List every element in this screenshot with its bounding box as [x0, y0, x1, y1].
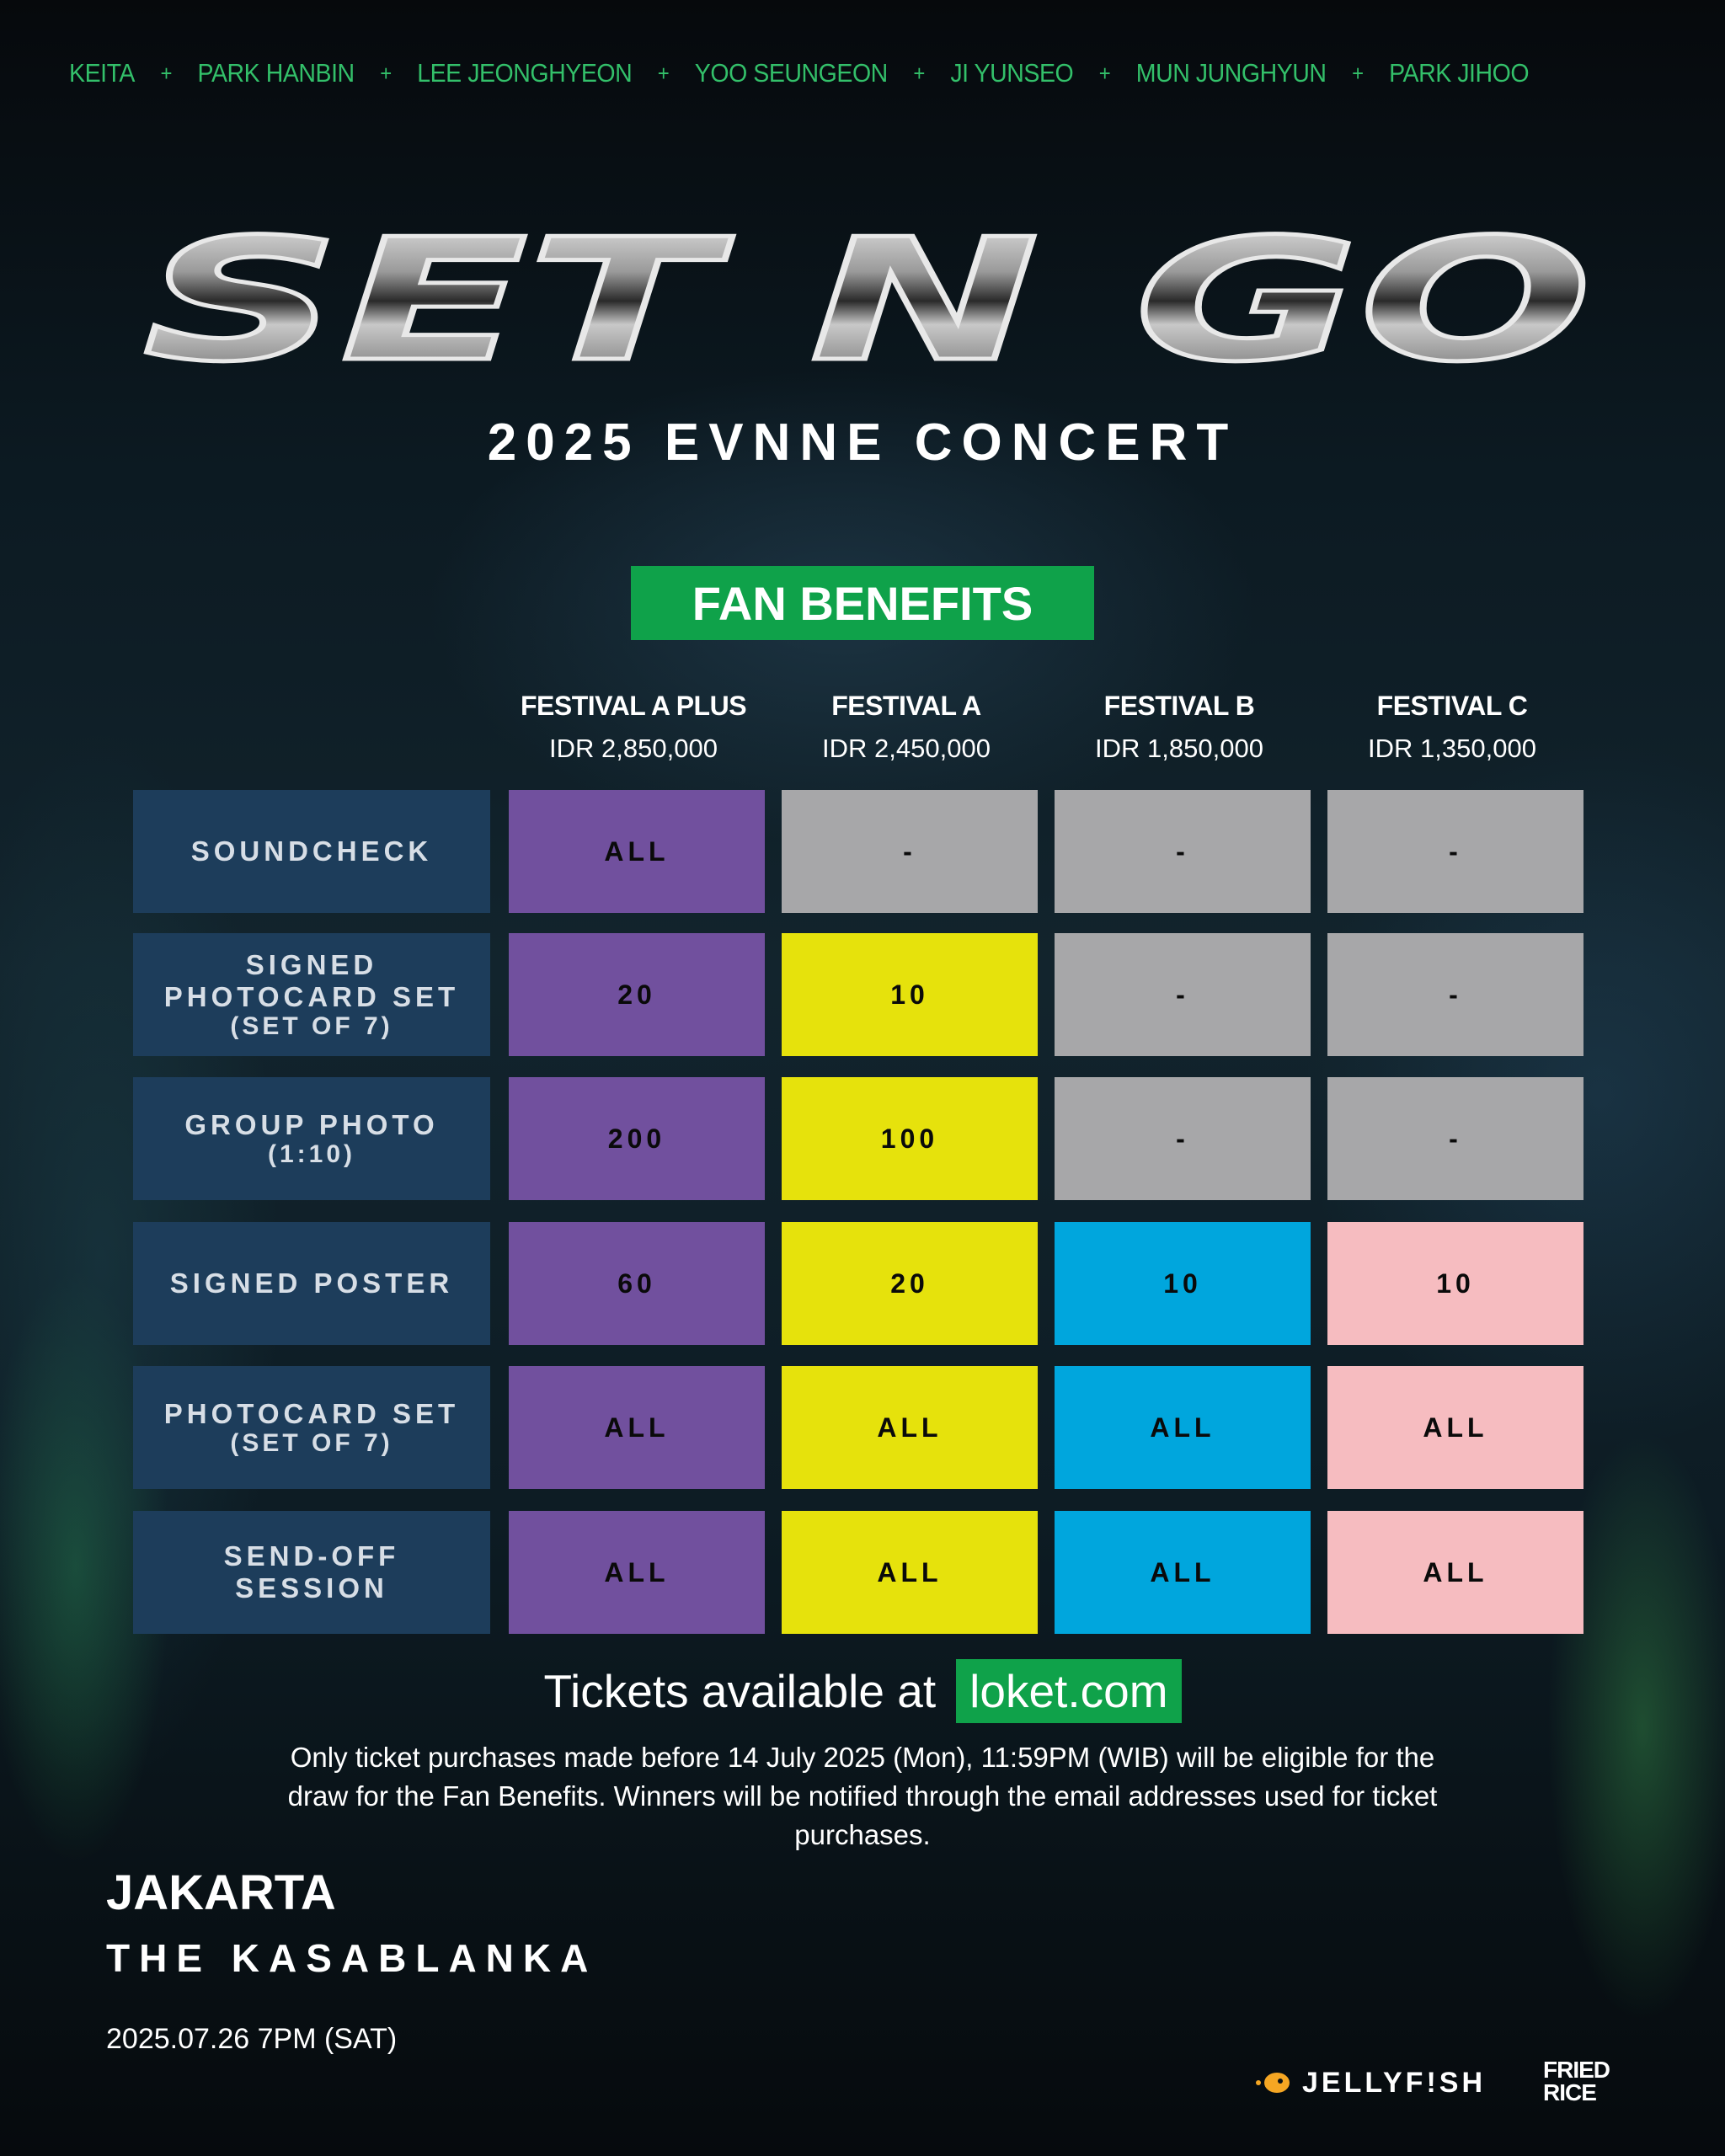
- benefit-cell: ALL: [509, 1366, 765, 1489]
- logo-text: SET N GO: [143, 211, 1592, 387]
- benefit-sublabel: (SET OF 7): [230, 1012, 393, 1040]
- benefit-row: PHOTOCARD SET (SET OF 7) ALL ALL ALL ALL: [133, 1366, 1583, 1489]
- tier-header: FESTIVAL B IDR 1,850,000: [1051, 691, 1307, 764]
- benefit-cell: -: [1327, 1077, 1583, 1200]
- benefit-cell: ALL: [1327, 1511, 1583, 1634]
- benefit-cell: 10: [782, 933, 1038, 1056]
- benefit-cell: 20: [782, 1222, 1038, 1345]
- benefit-cell: ALL: [1055, 1511, 1311, 1634]
- benefit-row: SEND-OFF SESSION ALL ALL ALL ALL: [133, 1511, 1583, 1634]
- benefit-cell: 200: [509, 1077, 765, 1200]
- benefit-label: SEND-OFF SESSION: [133, 1511, 490, 1634]
- benefit-cell: -: [782, 790, 1038, 913]
- eligibility-note: Only ticket purchases made before 14 Jul…: [287, 1742, 1438, 1850]
- member-list: KEITA + PARK HANBIN + LEE JEONGHYEON + YOO SEU…: [69, 52, 1530, 94]
- tier-header: FESTIVAL A IDR 2,450,000: [778, 691, 1034, 764]
- ticket-site-link[interactable]: loket.com: [956, 1659, 1182, 1723]
- tier-name: FESTIVAL B: [1103, 691, 1255, 721]
- benefit-cell: ALL: [782, 1366, 1038, 1489]
- tier-price: IDR 2,850,000: [549, 734, 718, 763]
- benefit-cell: 20: [509, 933, 765, 1056]
- tier-price: IDR 1,350,000: [1368, 734, 1536, 763]
- benefit-cell: -: [1055, 790, 1311, 913]
- member-name: LEE JEONGHYEON: [417, 58, 633, 88]
- benefit-cell: ALL: [1327, 1366, 1583, 1489]
- benefit-cell: ALL: [782, 1511, 1038, 1634]
- tier-price: IDR 2,450,000: [822, 734, 991, 763]
- tier-header: FESTIVAL C IDR 1,350,000: [1324, 691, 1580, 764]
- fried-rice-line1: FRIED: [1543, 2057, 1610, 2083]
- jellyfish-logo: JELLYF!SH: [1255, 2062, 1486, 2104]
- venue: THE KASABLANKA: [106, 1936, 598, 1980]
- member-name: YOO SEUNGEON: [694, 58, 888, 88]
- benefit-label: GROUP PHOTO (1:10): [133, 1077, 490, 1200]
- benefit-cell: -: [1055, 1077, 1311, 1200]
- tickets-prefix: Tickets available at: [543, 1665, 937, 1717]
- plus-separator: +: [657, 60, 670, 86]
- benefit-label-line: PHOTOCARD SET: [163, 981, 460, 1012]
- jellyfish-logo-icon: [1256, 2073, 1290, 2093]
- concert-title: 2025 EVNNE CONCERT: [487, 414, 1238, 472]
- benefit-cell: ALL: [1055, 1366, 1311, 1489]
- plus-separator: +: [913, 60, 925, 86]
- benefit-label: PHOTOCARD SET (SET OF 7): [133, 1366, 490, 1489]
- fan-benefits-badge: FAN BENEFITS: [631, 566, 1094, 640]
- benefit-cell: 10: [1327, 1222, 1583, 1345]
- member-name: PARK HANBIN: [197, 58, 355, 88]
- benefit-label-line: SEND-OFF: [223, 1540, 400, 1572]
- set-n-go-logo: SET N GO: [142, 211, 1594, 387]
- benefit-label-line: SESSION: [235, 1572, 388, 1604]
- benefit-label-line: GROUP PHOTO: [184, 1109, 439, 1140]
- benefit-label-line: PHOTOCARD SET: [163, 1398, 460, 1429]
- tier-name: FESTIVAL A: [831, 691, 981, 721]
- benefit-cell: 10: [1055, 1222, 1311, 1345]
- benefit-cell: -: [1327, 933, 1583, 1056]
- benefit-cell: 100: [782, 1077, 1038, 1200]
- tier-name: FESTIVAL A PLUS: [520, 691, 747, 721]
- benefit-cell: -: [1055, 933, 1311, 1056]
- benefit-label: SIGNED PHOTOCARD SET (SET OF 7): [133, 933, 490, 1056]
- benefit-row: GROUP PHOTO (1:10) 200 100- -: [133, 1077, 1583, 1200]
- plus-separator: +: [1352, 60, 1364, 86]
- benefit-label-line: SIGNED POSTER: [169, 1267, 454, 1299]
- tier-name: FESTIVAL C: [1376, 691, 1528, 721]
- member-name: JI YUNSEO: [950, 58, 1074, 88]
- benefit-label: SOUNDCHECK: [133, 790, 490, 913]
- event-date: 2025.07.26 7PM (SAT): [106, 2023, 398, 2055]
- tickets-line: Tickets available at loket.com: [0, 1659, 1725, 1723]
- benefit-cell: 60: [509, 1222, 765, 1345]
- benefit-row: SIGNED PHOTOCARD SET (SET OF 7) 20 10- -: [133, 933, 1583, 1056]
- member-name: KEITA: [69, 58, 135, 88]
- city: JAKARTA: [106, 1865, 336, 1920]
- benefit-row: SIGNED POSTER 60 20 10 10: [133, 1222, 1583, 1345]
- tier-price: IDR 1,850,000: [1095, 734, 1263, 763]
- plus-separator: +: [1098, 60, 1111, 86]
- plus-separator: +: [380, 60, 392, 86]
- member-name: PARK JIHOO: [1389, 58, 1530, 88]
- tier-header: FESTIVAL A PLUS IDR 2,850,000: [505, 691, 761, 764]
- benefit-sublabel: (SET OF 7): [230, 1429, 393, 1457]
- fried-rice-logo: FRIED RICE: [1543, 2058, 1621, 2109]
- benefit-label-line: SIGNED: [245, 949, 378, 980]
- member-name: MUN JUNGHYUN: [1135, 58, 1327, 88]
- benefit-cell: -: [1327, 790, 1583, 913]
- jellyfish-wordmark: JELLYF!SH: [1302, 2066, 1487, 2099]
- benefit-sublabel: (1:10): [267, 1140, 356, 1168]
- benefit-row: SOUNDCHECK ALL - - -: [133, 790, 1583, 913]
- benefit-label-line: SOUNDCHECK: [190, 835, 433, 867]
- benefit-cell: ALL: [509, 790, 765, 913]
- plus-separator: +: [160, 60, 173, 86]
- benefit-label: SIGNED POSTER: [133, 1222, 490, 1345]
- benefit-cell: ALL: [509, 1511, 765, 1634]
- fried-rice-line2: RICE: [1543, 2079, 1597, 2105]
